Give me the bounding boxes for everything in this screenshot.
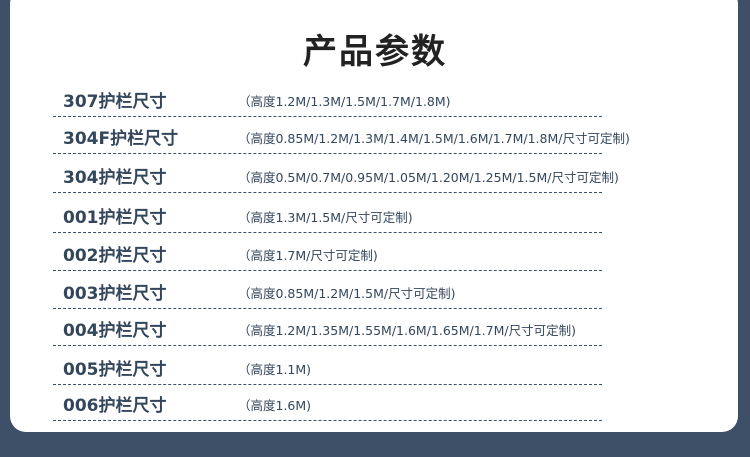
product-spec: （高度1.2M/1.3M/1.5M/1.7M/1.8M): [238, 94, 451, 109]
product-name: 304护栏尺寸: [63, 168, 167, 188]
product-params-card: [10, 0, 738, 432]
param-row: 005护栏尺寸 （高度1.1M): [53, 348, 602, 385]
param-row: 003护栏尺寸 （高度0.85M/1.2M/1.5M/尺寸可定制): [53, 272, 602, 309]
product-spec: （高度1.6M): [238, 398, 312, 413]
product-name: 304F护栏尺寸: [63, 129, 179, 149]
product-spec: （高度1.7M/尺寸可定制): [238, 248, 378, 263]
product-name: 004护栏尺寸: [63, 321, 167, 341]
product-name: 003护栏尺寸: [63, 284, 167, 304]
product-spec: （高度1.2M/1.35M/1.55M/1.6M/1.65M/1.7M/尺寸可定…: [238, 323, 576, 338]
param-row: 006护栏尺寸 （高度1.6M): [53, 384, 602, 421]
page-title: 产品参数: [303, 32, 447, 72]
product-spec: （高度0.85M/1.2M/1.5M/尺寸可定制): [238, 286, 456, 301]
product-spec: （高度1.3M/1.5M/尺寸可定制): [238, 210, 413, 225]
param-row: 001护栏尺寸 （高度1.3M/1.5M/尺寸可定制): [53, 196, 602, 233]
product-spec: （高度1.1M): [238, 362, 312, 377]
param-row: 004护栏尺寸 （高度1.2M/1.35M/1.55M/1.6M/1.65M/1.…: [53, 309, 602, 346]
param-row: 307护栏尺寸 （高度1.2M/1.3M/1.5M/1.7M/1.8M): [53, 80, 602, 117]
product-name: 001护栏尺寸: [63, 208, 167, 228]
product-name: 005护栏尺寸: [63, 360, 167, 380]
param-row: 304F护栏尺寸 （高度0.85M/1.2M/1.3M/1.4M/1.5M/1.6…: [53, 117, 630, 154]
product-spec: （高度0.85M/1.2M/1.3M/1.4M/1.5M/1.6M/1.7M/1…: [238, 131, 630, 146]
product-name: 006护栏尺寸: [63, 396, 167, 416]
product-name: 002护栏尺寸: [63, 246, 167, 266]
product-name: 307护栏尺寸: [63, 92, 167, 112]
param-row: 002护栏尺寸 （高度1.7M/尺寸可定制): [53, 234, 602, 271]
product-spec: （高度0.5M/0.7M/0.95M/1.05M/1.20M/1.25M/1.5…: [238, 170, 619, 185]
param-row: 304护栏尺寸 （高度0.5M/0.7M/0.95M/1.05M/1.20M/1.…: [53, 156, 619, 193]
